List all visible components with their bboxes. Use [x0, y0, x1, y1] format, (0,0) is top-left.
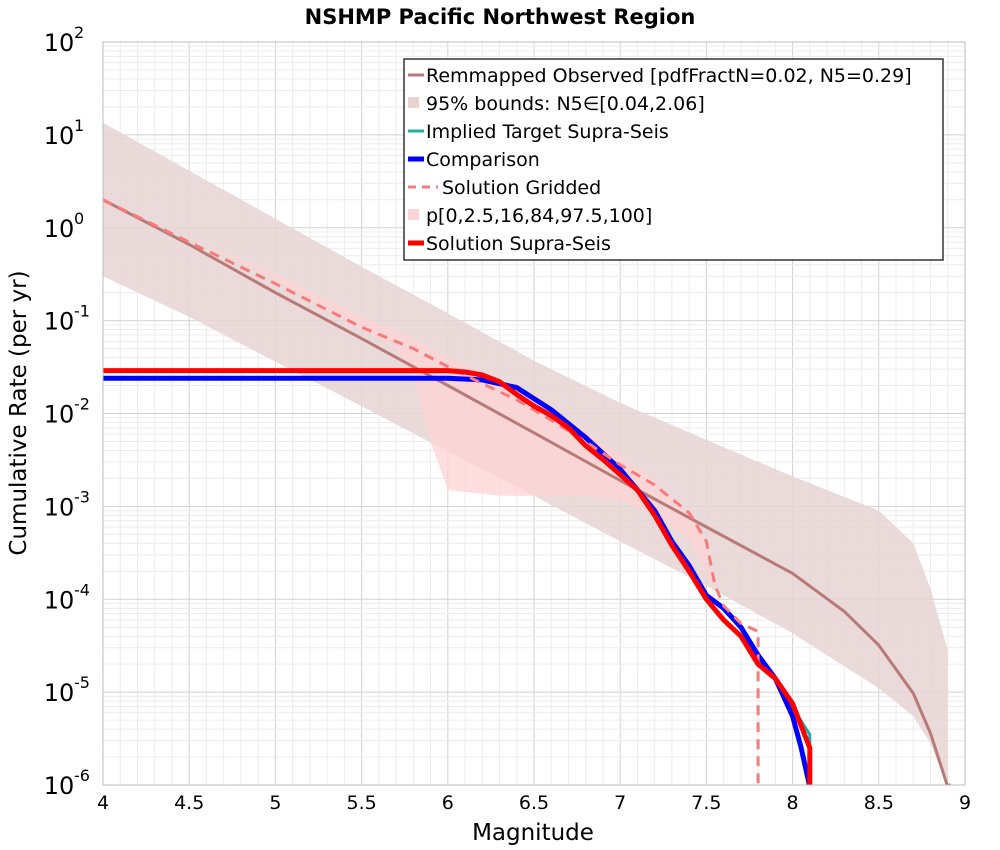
series-line-3	[103, 198, 760, 785]
legend-label: Solution Supra-Seis	[426, 233, 611, 255]
legend-swatch	[408, 209, 419, 220]
chart-title: NSHMP Pacific Northwest Region	[305, 5, 696, 29]
plot-frame	[102, 41, 966, 786]
y-tick-label: 10	[44, 122, 75, 150]
x-tick-label: 7.5	[691, 792, 721, 814]
y-tick-label: 10	[44, 586, 75, 614]
series-line-0	[103, 198, 951, 785]
series-lines	[103, 198, 951, 785]
legend-label: p[0,2.5,16,84,97.5,100]	[426, 205, 652, 227]
y-tick-label: 10	[44, 308, 75, 336]
x-tick-labels: 4 4.5 5 5.5 6 6.5 7 7.5 8 8.5 9	[97, 792, 971, 814]
x-tick-label: 6	[442, 792, 454, 814]
y-tick-exponent: -3	[74, 487, 90, 506]
x-tick-label: 4.5	[174, 792, 204, 814]
x-tick-label: 9	[959, 792, 971, 814]
legend-label: Implied Target Supra-Seis	[426, 121, 669, 143]
confidence-bands	[103, 122, 948, 785]
x-tick-label: 5.5	[346, 792, 376, 814]
y-tick-label: 10	[44, 772, 75, 800]
y-tick-exponent: -2	[74, 395, 90, 414]
y-tick-exponent: 1	[74, 116, 84, 135]
legend-label: 95% bounds: N5∈[0.04,2.06]	[426, 93, 705, 115]
x-tick-label: 4	[97, 792, 109, 814]
y-tick-exponent: 2	[74, 23, 84, 42]
y-tick-exponent: -1	[74, 302, 90, 321]
y-tick-label: 10	[44, 679, 75, 707]
y-tick-exponent: -5	[74, 673, 90, 692]
legend-label: Remmapped Observed [pdfFractN=0.02, N5=0…	[426, 65, 912, 87]
series-line-4	[103, 368, 813, 785]
y-tick-label: 10	[44, 215, 75, 243]
x-tick-label: 5	[269, 792, 281, 814]
y-tick-exponent: 0	[74, 209, 84, 228]
legend-swatch	[408, 97, 419, 108]
x-tick-label: 6.5	[519, 792, 549, 814]
x-tick-label: 8	[787, 792, 799, 814]
y-axis-label: Cumulative Rate (per yr)	[6, 270, 32, 555]
y-tick-label: 10	[44, 401, 75, 429]
legend: Remmapped Observed [pdfFractN=0.02, N5=0…	[403, 58, 944, 261]
x-tick-label: 8.5	[864, 792, 894, 814]
legend-label: Solution Gridded	[442, 177, 601, 199]
y-tick-exponent: -6	[74, 766, 90, 785]
y-tick-label: 10	[44, 29, 75, 57]
x-tick-label: 7	[614, 792, 626, 814]
x-axis-label: Magnitude	[472, 820, 594, 846]
y-tick-exponent: -4	[74, 580, 90, 599]
y-tick-label: 10	[44, 493, 75, 521]
legend-box	[403, 58, 944, 261]
legend-label: Comparison	[426, 149, 540, 171]
